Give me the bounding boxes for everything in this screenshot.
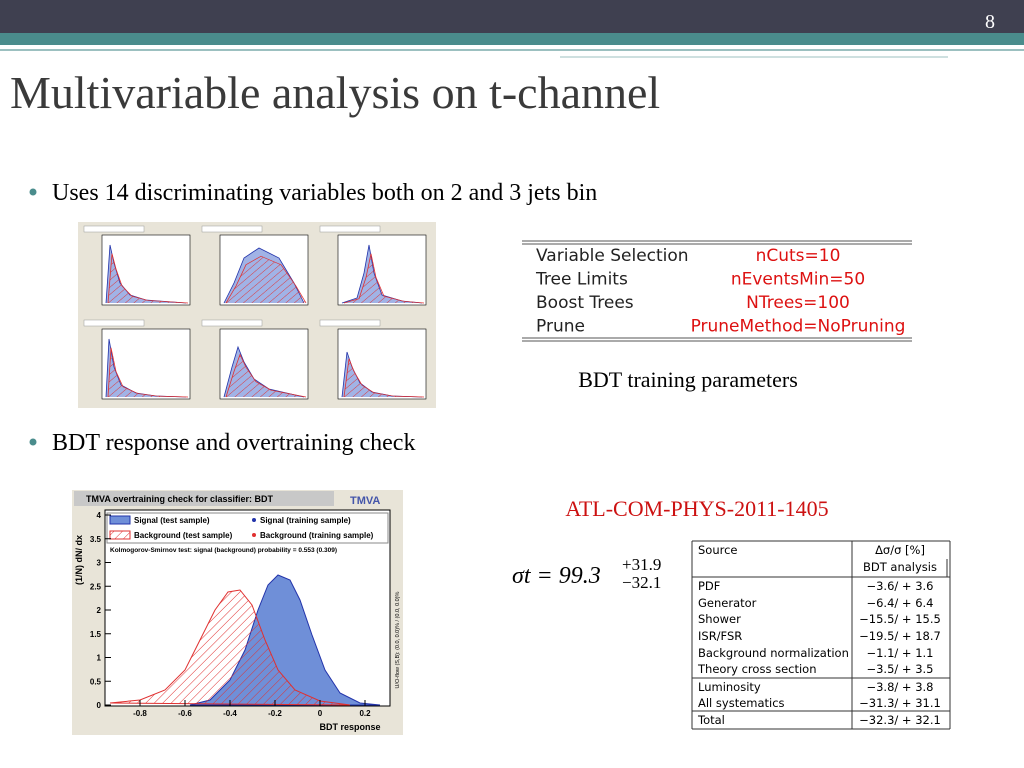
panel-title [201,319,263,327]
panel-histogram [107,253,189,304]
table-cell: −19.5/ + 18.7 [859,629,941,643]
x-tick-label: -0.2 [268,709,282,718]
x-tick-label: -0.4 [223,709,237,718]
slide-number: 8 [985,11,995,33]
table-cell: nCuts=10 [756,246,841,266]
bullet-dot [29,438,37,446]
table-cell: −3.8/ + 3.8 [866,680,933,694]
x-tick-label: 0.2 [359,709,371,718]
header-cell: Δσ/σ [%] [875,543,925,557]
table-cell: −6.4/ + 6.4 [866,596,933,610]
x-label: BDT response [319,722,380,732]
panel-histogram [343,358,425,398]
x-tick-label: 0 [318,709,323,718]
header-cell: BDT analysis [863,560,937,574]
table-cell: All systematics [698,696,785,710]
parameters-table: Variable Selection nCuts=10 Tree Limits nEv… [522,240,912,342]
plot-logo: TMVA [350,495,380,507]
y-tick-label: 0 [97,701,102,710]
table-cell: Tree Limits [535,270,628,290]
cross-section-up: +31.9 [622,555,661,574]
cross-section-down: −32.1 [622,573,661,592]
x-tick-label: -0.8 [133,709,147,718]
legend-entry: Background (training sample) [260,531,374,540]
table-cell: Total [697,713,725,727]
y-label: (1/N) dN/ dx [74,535,84,585]
panel-histogram [107,347,189,398]
table-cell: Boost Trees [536,293,634,313]
y-tick-label: 4 [97,511,102,520]
table-cell: Prune [536,317,585,337]
bullet-dot [29,188,37,196]
table-cell: ISR/FSR [698,629,742,643]
table-cell: Shower [698,612,741,626]
table-cell: Background normalization [698,646,849,660]
plot-title: TMVA overtraining check for classifier: … [86,494,274,504]
reference: ATL-COM-PHYS-2011-1405 [565,496,828,521]
y-tick-label: 3.5 [90,535,102,544]
cross-section: σt = 99.3 [512,563,601,589]
panel-title [319,319,381,327]
slide-title: Multivariable analysis on t-channel [10,67,660,118]
ks-text: Kolmogorov-Smirnov test: signal (backgro… [110,547,337,554]
table-cell: −3.5/ + 3.5 [866,662,933,676]
legend-entry: Signal (training sample) [260,516,351,525]
panel-title [201,225,263,233]
table-cell: Generator [698,596,757,610]
table-cell: nEventsMin=50 [731,270,865,290]
panel-histogram [225,255,307,304]
y-tick-label: 1 [97,654,102,663]
x-tick-label: -0.6 [178,709,192,718]
y-tick-label: 1.5 [90,630,102,639]
bullet: BDT response and overtraining check [52,430,415,456]
table-cell: Luminosity [698,680,761,694]
table-cell: −15.5/ + 15.5 [859,612,941,626]
table-cell: −31.3/ + 31.1 [859,696,941,710]
table-cell: PDF [698,579,720,593]
header-stripe [0,33,1024,45]
overtraining-plot: TMVA overtraining check for classifier: … [72,490,403,735]
table-cell: PruneMethod=NoPruning [691,317,906,337]
table-caption: BDT training parameters [578,367,798,392]
table-cell: Variable Selection [536,246,689,266]
panel-title [83,225,145,233]
y-tick-label: 0.5 [90,677,102,686]
table-cell: NTrees=100 [746,293,850,313]
systematics-table: Source Δσ/σ [%] BDT analysis PDF −3.6/ + … [691,540,951,730]
table-cell: −1.1/ + 1.1 [866,646,933,660]
legend-entry: Background (test sample) [134,531,233,540]
header-cell: Source [698,543,738,557]
table-cell: Theory cross section [697,662,817,676]
panel-histogram [343,253,425,304]
panel-histogram [225,353,307,398]
panel-title [319,225,381,233]
y-tick-label: 3 [97,559,102,568]
table-cell: −3.6/ + 3.6 [866,579,933,593]
table-cell: −32.3/ + 32.1 [859,713,941,727]
legend-entry: Signal (test sample) [134,516,210,525]
header-bar [0,0,1024,33]
y-tick-label: 2.5 [90,582,102,591]
side-label: U/O-flow (S,B): (0.0, 0.0)% / (0.0, 0.0)… [395,591,401,688]
y-tick-label: 2 [97,606,102,615]
bullet: Uses 14 discriminating variables both on… [52,180,597,206]
panel-title [83,319,145,327]
variables-figure [78,222,436,408]
